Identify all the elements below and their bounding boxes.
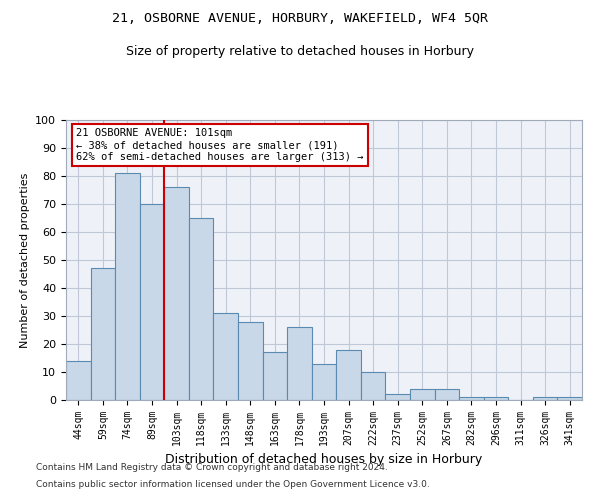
Text: Contains HM Land Registry data © Crown copyright and database right 2024.: Contains HM Land Registry data © Crown c… (36, 462, 388, 471)
Bar (336, 350, 361, 400)
Bar (287, 327, 312, 400)
Bar (533, 397, 557, 400)
X-axis label: Distribution of detached houses by size in Horbury: Distribution of detached houses by size … (166, 454, 482, 466)
Text: Size of property relative to detached houses in Horbury: Size of property relative to detached ho… (126, 45, 474, 58)
Bar (189, 218, 214, 400)
Bar (459, 397, 484, 400)
Text: 21 OSBORNE AVENUE: 101sqm
← 38% of detached houses are smaller (191)
62% of semi: 21 OSBORNE AVENUE: 101sqm ← 38% of detac… (76, 128, 364, 162)
Bar (484, 397, 508, 400)
Bar (66, 361, 91, 400)
Bar (238, 322, 263, 400)
Bar (263, 352, 287, 400)
Bar (214, 313, 238, 400)
Text: Contains public sector information licensed under the Open Government Licence v3: Contains public sector information licen… (36, 480, 430, 489)
Bar (164, 187, 189, 400)
Bar (557, 397, 582, 400)
Bar (410, 389, 434, 400)
Bar (115, 173, 140, 400)
Bar (140, 204, 164, 400)
Y-axis label: Number of detached properties: Number of detached properties (20, 172, 30, 348)
Text: 21, OSBORNE AVENUE, HORBURY, WAKEFIELD, WF4 5QR: 21, OSBORNE AVENUE, HORBURY, WAKEFIELD, … (112, 12, 488, 26)
Bar (312, 364, 336, 400)
Bar (361, 372, 385, 400)
Bar (91, 268, 115, 400)
Bar (434, 389, 459, 400)
Bar (385, 394, 410, 400)
